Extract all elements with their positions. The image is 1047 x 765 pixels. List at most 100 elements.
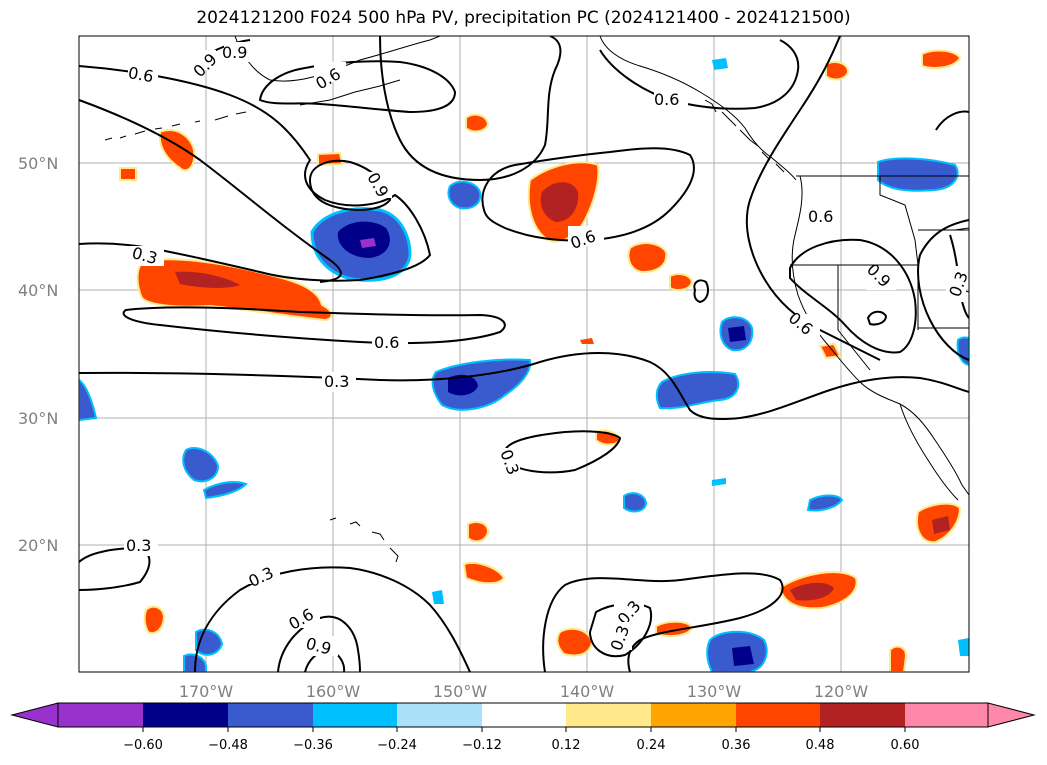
pv-contour-0-9 [308,160,392,211]
colorbar-tick-label: −0.24 [377,738,417,753]
precip-negative-region [712,58,728,70]
alaska-panhandle-coastline [599,36,797,181]
precip-positive-core [175,271,240,288]
precip-positive-region [627,242,668,274]
colorbar-over-arrow [987,702,1036,728]
precip-positive-region [317,151,344,167]
precip-negative-core [728,326,746,342]
precip-negative-region [655,371,740,410]
pv-contour-0-6 [122,306,506,345]
colorbar-tick-label: −0.60 [123,738,163,753]
colorbar-segment [651,703,736,727]
pv-contour-0-6 [481,147,695,242]
precip-negative-extreme [360,238,376,248]
pv-contour-0-9 [789,238,917,354]
precip-positive-region [669,273,694,291]
pv-contour-0-6 [379,36,562,182]
precip-negative-region [958,638,969,656]
colorbar-segment [58,703,143,727]
lat-label: 50°N [18,154,58,173]
precip-positive-region [818,342,842,360]
pv-contour-0-3 [79,546,151,591]
alaska-coastline [299,79,401,106]
hawaii-islands [329,517,399,563]
lon-label: 140°W [560,682,615,701]
pv-contour-0-6 [693,279,709,304]
colorbar-tick-label: −0.36 [293,738,333,753]
colorbar-tick-label: −0.48 [208,738,248,753]
colorbar: −0.60 −0.48 −0.36 −0.24 −0.12 0.12 0.24 … [10,702,1036,753]
lat-label: 40°N [18,281,58,300]
pv-contour-0-6 [79,65,432,282]
map-frame [78,35,970,673]
contour-label: 0.6 [654,90,679,109]
precip-positive-region [143,605,166,634]
precip-positive-region [467,521,490,543]
bc-islands [704,99,785,173]
baja-california [899,403,959,501]
colorbar-segment [820,703,905,727]
precip-negative-region [79,378,98,422]
precip-negative-region [623,492,648,513]
precip-positive-region [889,645,908,672]
precip-positive-region [580,338,594,344]
contour-label: 0.9 [222,43,247,62]
lon-label: 130°W [687,682,742,701]
colorbar-under-arrow [10,702,59,728]
pv-contour-0-3 [542,572,784,672]
pv-contour-0-3 [79,99,342,283]
lon-label: 160°W [306,682,361,701]
pv-contour-0-6 [599,39,800,110]
pv-contour-0-6 [258,60,457,114]
lat-labels: 50°N 40°N 30°N 20°N [18,154,58,555]
precip-positive-core [932,516,950,534]
precip-positive-region [921,49,962,69]
colorbar-segment [736,703,820,727]
precip-negative-region [202,481,248,500]
pv-contour-0-3 [194,566,471,672]
map-title: 2024121200 F024 500 hPa PV, precipitatio… [196,8,851,28]
precip-positive-region [465,113,490,133]
contour-label: 0.6 [127,63,155,86]
lat-label: 20°N [18,536,58,555]
lon-label: 170°W [179,682,234,701]
precip-negative-region [806,494,844,512]
colorbar-tick-label: 0.36 [722,738,751,753]
pv-contour-0-6 [917,219,969,361]
colorbar-tick-label: 0.48 [806,738,835,753]
colorbar-tick-label: 0.60 [891,738,920,753]
pv-contour-0-3 [503,430,622,474]
colorbar-tick-label: 0.12 [552,738,581,753]
pv-contour-0-6 [745,36,881,361]
precip-negative-core [732,646,754,666]
precip-negative-region [712,478,726,486]
colorbar-segment [397,703,482,727]
precip-positive-region [119,167,137,181]
colorbar-segment [228,703,313,727]
contour-label: 0.6 [374,333,399,352]
pv-contour-0-6 [935,110,969,131]
precip-positive-region [556,627,594,657]
colorbar-segment [905,703,988,727]
precip-positive-region [825,61,850,81]
colorbar-segment [482,703,566,727]
precip-negative-region [432,590,444,604]
west-coast-usa [791,175,969,496]
pv-contour-0-6 [277,615,361,672]
colorbar-tick-label: −0.12 [462,738,502,753]
lon-label: 120°W [814,682,869,701]
precip-negative-region [877,157,959,192]
precip-negative-region [447,180,482,210]
contour-label: 0.3 [945,269,972,299]
precip-positive-core [790,582,834,601]
lat-label: 30°N [18,409,58,428]
precip-negative-region [431,358,532,411]
precip-positive-region [462,562,506,585]
precip-negative-core [448,374,478,396]
colorbar-frame [57,702,989,728]
lon-labels: 170°W 160°W 150°W 140°W 130°W 120°W [179,682,869,701]
contour-label: 0.6 [808,207,833,226]
aleutian-islands [104,111,247,141]
lon-label: 150°W [433,682,488,701]
precip-negative-region [182,447,220,483]
